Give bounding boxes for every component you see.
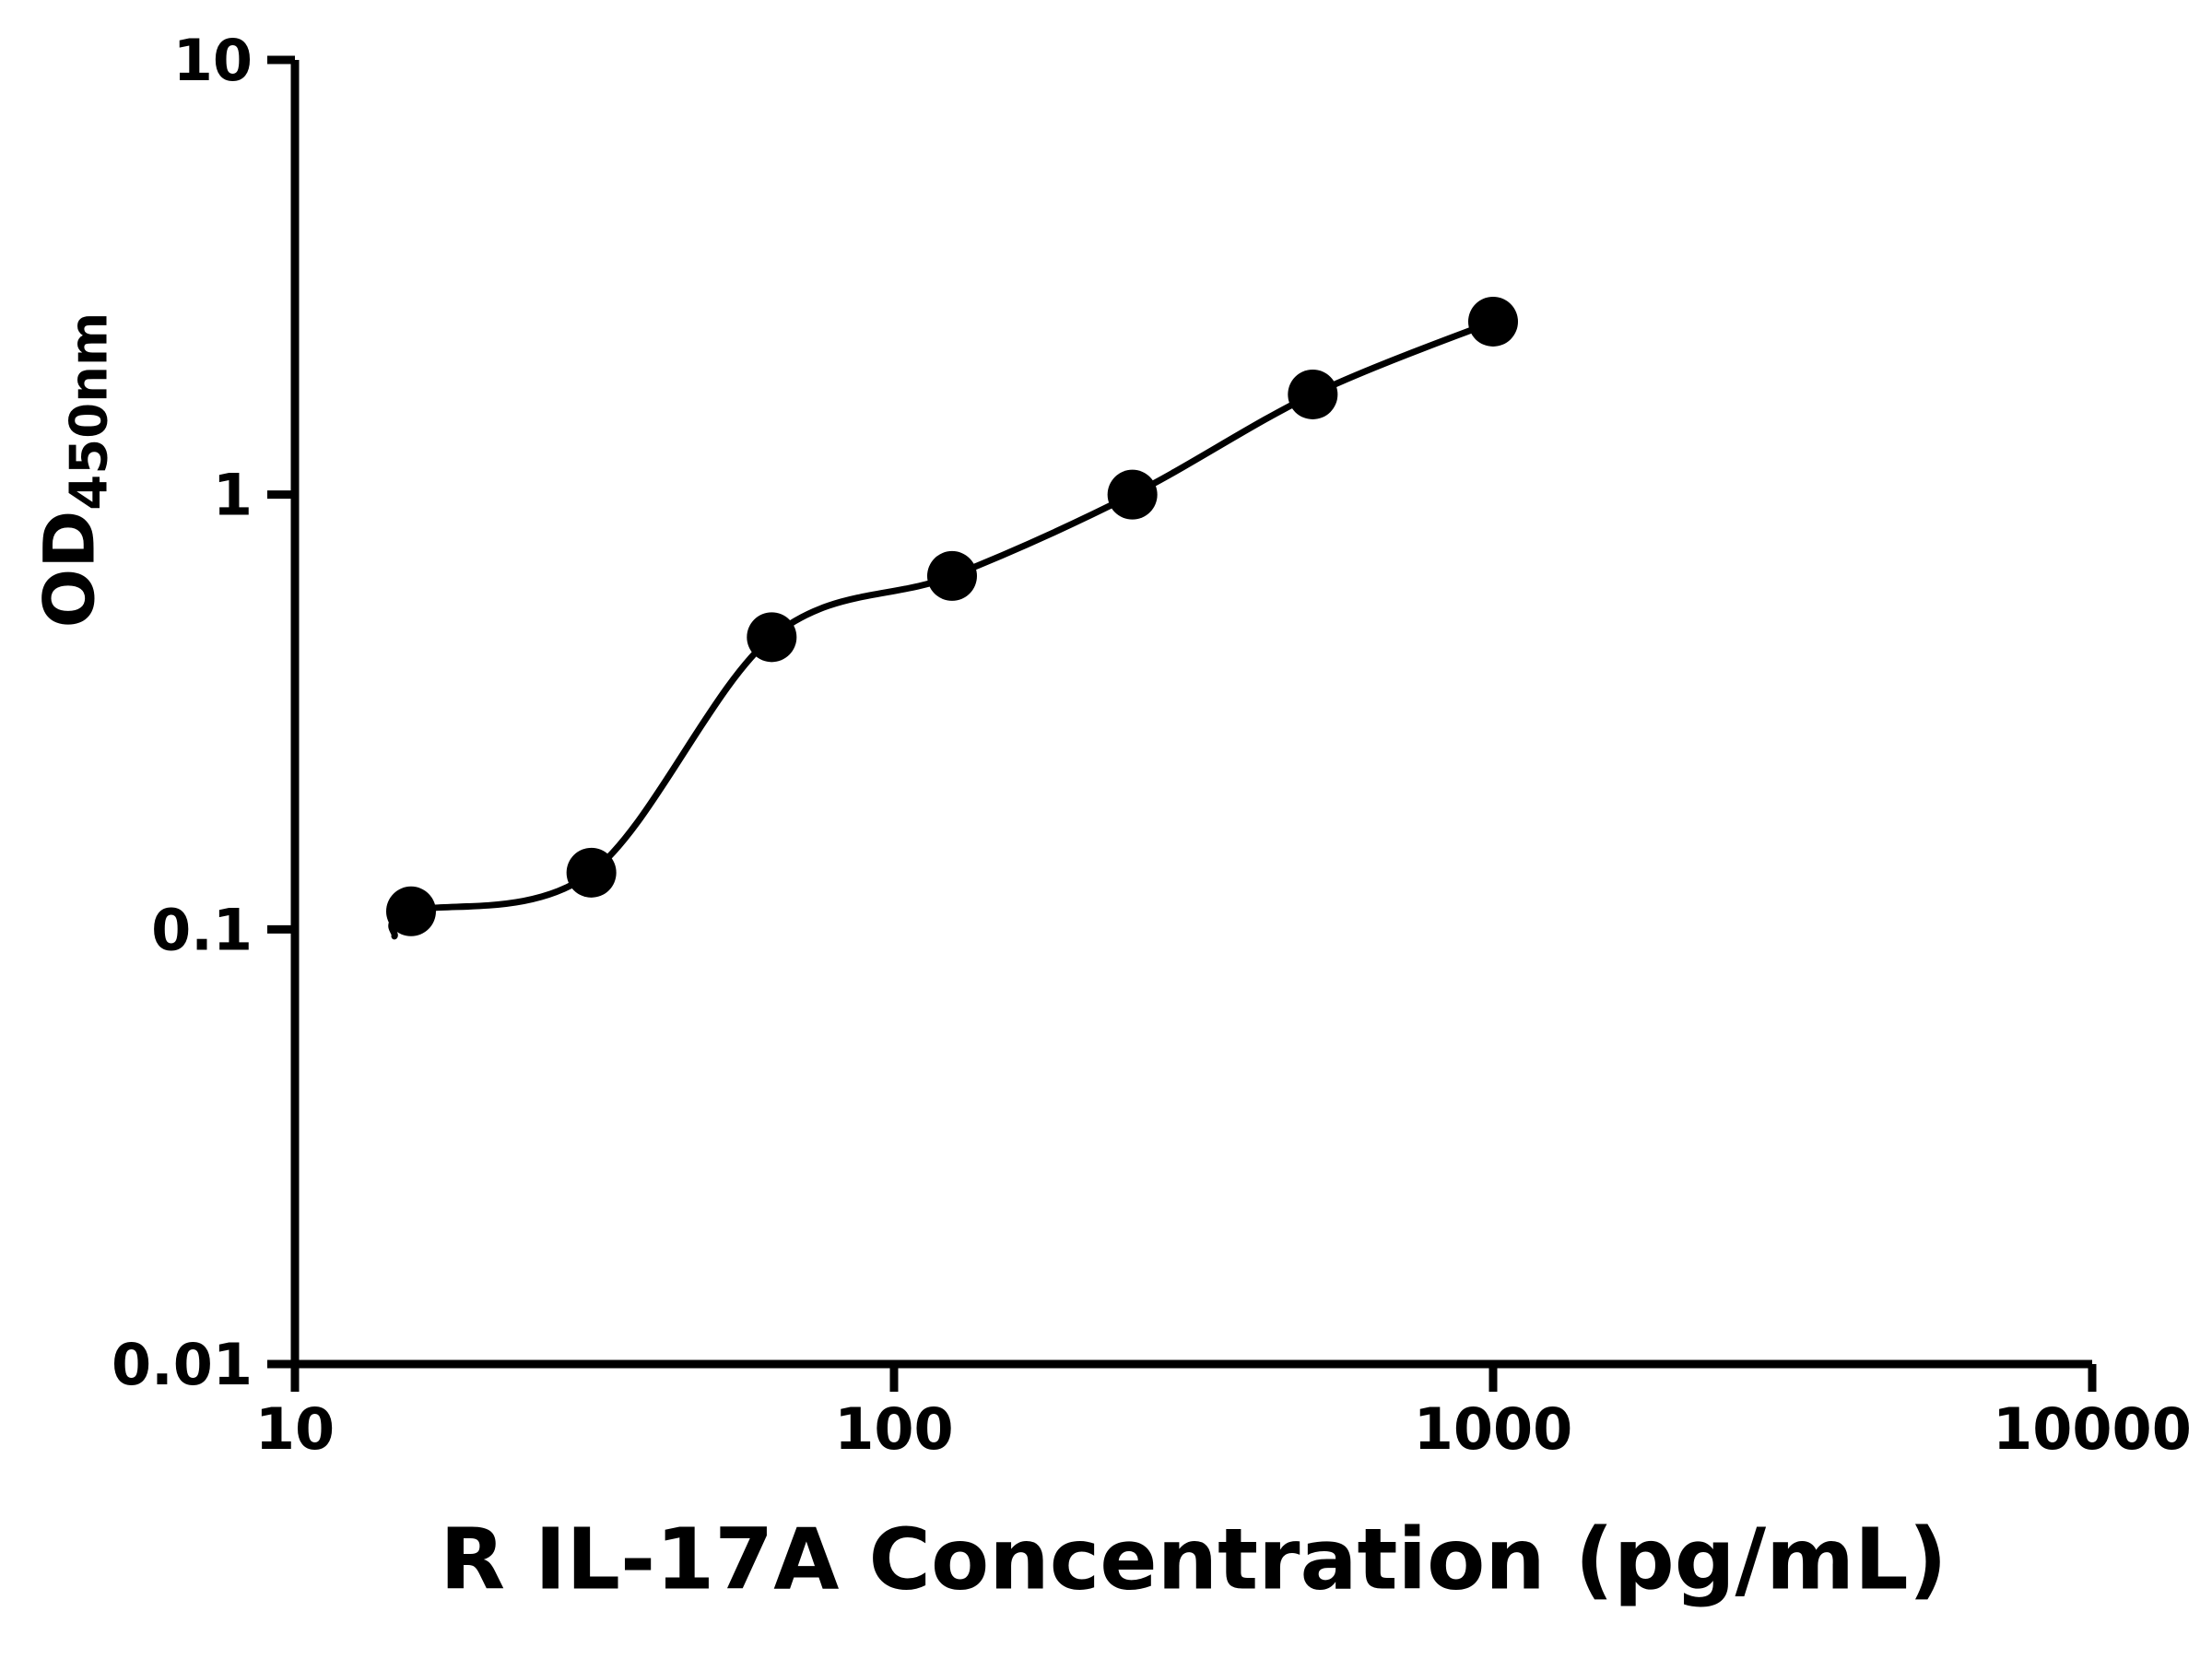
x-axis-title: R IL-17A Concentration (pg/mL) bbox=[440, 1510, 1947, 1609]
y-tick-label: 10 bbox=[173, 27, 253, 94]
data-point bbox=[1468, 296, 1518, 347]
y-axis-title-sub: 450nm bbox=[59, 312, 120, 511]
data-point bbox=[747, 612, 797, 663]
data-point bbox=[1107, 469, 1158, 520]
data-point bbox=[385, 886, 436, 936]
x-tick-label: 100 bbox=[834, 1395, 953, 1463]
x-tick-label: 10 bbox=[255, 1395, 335, 1463]
x-tick-label: 10000 bbox=[1993, 1395, 2192, 1463]
data-point bbox=[566, 847, 617, 898]
y-axis-title: OD450nm bbox=[29, 312, 120, 629]
x-tick-label: 1000 bbox=[1414, 1395, 1573, 1463]
data-point bbox=[926, 550, 977, 601]
y-tick-label: 0.1 bbox=[151, 896, 253, 963]
y-tick-label: 1 bbox=[213, 462, 253, 529]
y-tick-label: 0.01 bbox=[112, 1331, 253, 1398]
y-axis-title-main: OD bbox=[28, 510, 111, 629]
data-point bbox=[1288, 369, 1338, 419]
